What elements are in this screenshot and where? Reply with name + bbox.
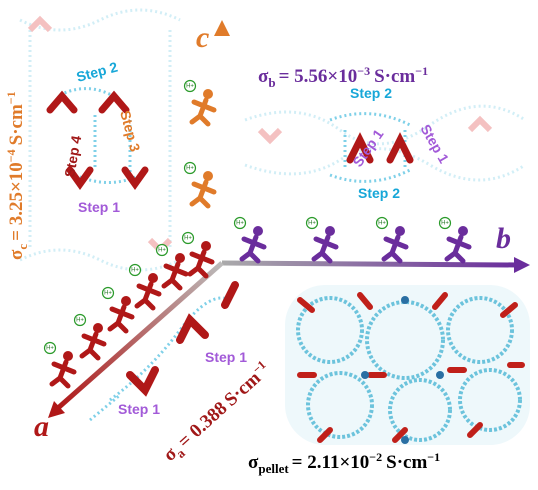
step-label: Step 2 [350, 85, 392, 101]
runner-body [239, 234, 267, 264]
proton-badge [73, 313, 87, 327]
runner: H+ [73, 313, 107, 361]
proton-label: H+ [76, 318, 84, 324]
runner-head [203, 89, 213, 99]
runner: H+ [375, 216, 409, 264]
runner-head [325, 226, 335, 236]
proton-badge [375, 216, 389, 230]
proton-badge [183, 79, 197, 93]
runner-body [444, 234, 472, 264]
proton-badge [155, 243, 169, 257]
proton-label: H+ [236, 221, 244, 227]
proton-badge [233, 216, 247, 230]
step-label: Step 1 [118, 401, 160, 417]
pellet-framework [285, 285, 530, 445]
runner: H+ [438, 216, 472, 264]
runner-head [63, 351, 73, 361]
proton-badge [181, 231, 195, 245]
runner: H+ [183, 161, 217, 209]
runner-head [121, 296, 131, 306]
runner-head [201, 241, 211, 251]
step-label: Step 1 [417, 122, 452, 167]
step-label: Step 2 [75, 59, 120, 85]
runner: H+ [305, 216, 339, 264]
runner: H+ [128, 263, 162, 311]
proton-label: H+ [158, 248, 166, 254]
runner-body [381, 234, 409, 264]
runner-head [253, 226, 263, 236]
step-label: Step 4 [61, 134, 84, 178]
c-column-molecule [46, 87, 149, 191]
proton-badge [101, 286, 115, 300]
proton-badge [128, 263, 142, 277]
runner: H+ [181, 231, 215, 279]
runner-head [175, 253, 185, 263]
proton-label: H+ [308, 221, 316, 227]
runner-body [189, 97, 217, 127]
runner-body [189, 179, 217, 209]
conductivity-c: σc= 3.25×10−4S·cm−1 [4, 91, 30, 260]
proton-badge [305, 216, 319, 230]
axis-label: c [196, 21, 209, 54]
proton-badge [43, 341, 57, 355]
runner: H+ [233, 216, 267, 264]
proton-label: H+ [186, 84, 194, 90]
runner-head [148, 273, 158, 283]
axis-label: b [496, 222, 511, 255]
proton-label: H+ [131, 268, 139, 274]
runner-body [107, 304, 135, 334]
conductivity-b: σb = 5.56×10−3 S·cm−1 [258, 64, 428, 90]
step-label: Step 2 [358, 185, 400, 201]
proton-label: H+ [378, 221, 386, 227]
runner-body [187, 249, 215, 279]
proton-badge [183, 161, 197, 175]
runner-body [311, 234, 339, 264]
runner-head [458, 226, 468, 236]
a-chain-molecule [89, 281, 239, 422]
proton-badge [438, 216, 452, 230]
runner: H+ [155, 243, 189, 291]
runners: H+ H+ H+ H+ H+ H+ H+ H+ H+ H+ H+ H+ [43, 79, 472, 389]
runner: H+ [43, 341, 77, 389]
runner-body [79, 331, 107, 361]
axis-label: a [34, 410, 49, 443]
runner-body [49, 359, 77, 389]
conductivity-a: σa= 0.388S·cm−1 [158, 357, 277, 467]
runner: H+ [183, 79, 217, 127]
step-label: Step 1 [205, 349, 247, 365]
runner-body [134, 281, 162, 311]
b-chain-molecule [329, 112, 414, 183]
proton-label: H+ [104, 291, 112, 297]
step-label: Step 3 [117, 109, 143, 154]
proton-label: H+ [46, 346, 54, 352]
runner-body [161, 261, 189, 291]
proton-label: H+ [184, 236, 192, 242]
runner: H+ [101, 286, 135, 334]
runner-head [395, 226, 405, 236]
runner-head [203, 171, 213, 181]
step-label: Step 1 [78, 199, 120, 215]
runner-head [93, 323, 103, 333]
conductivity-pellet: σpellet = 2.11×10−2 S·cm−1 [248, 450, 440, 476]
proton-label: H+ [186, 166, 194, 172]
proton-label: H+ [441, 221, 449, 227]
axes [48, 20, 530, 418]
